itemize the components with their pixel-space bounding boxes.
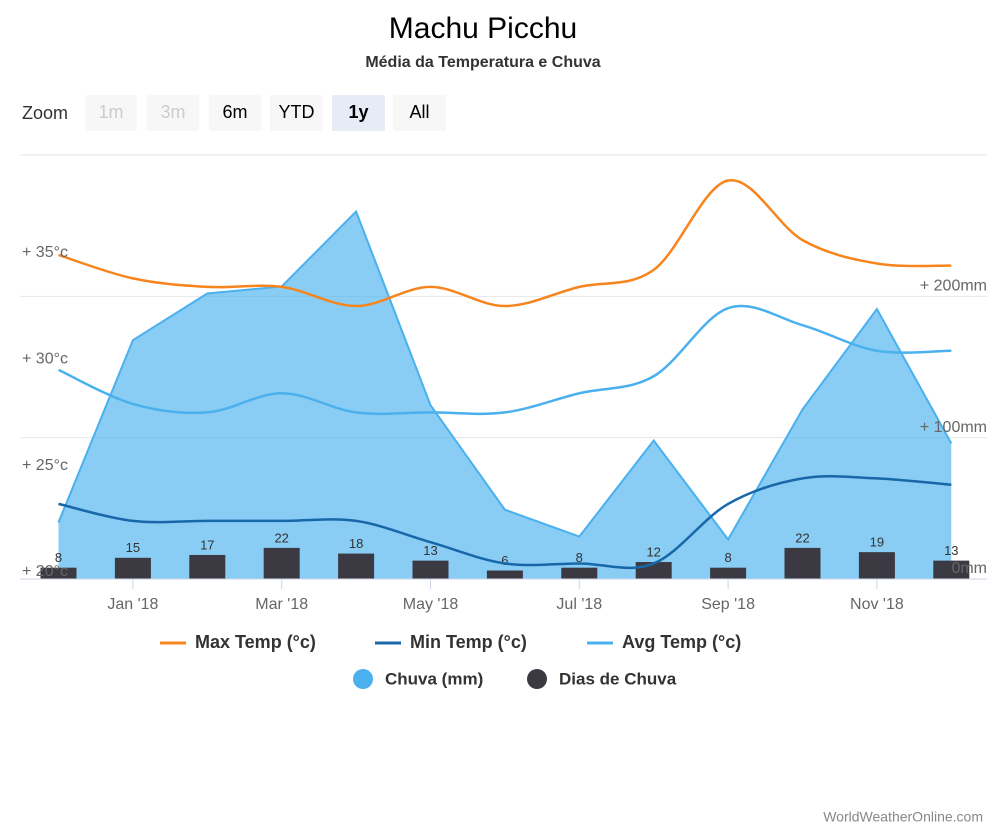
zoom-button-label: 1m [98, 102, 123, 122]
data-label: 18 [349, 536, 363, 551]
temp-line [58, 474, 952, 570]
rain-days-bar [933, 560, 970, 579]
y2-tick-label: 0mm [951, 560, 987, 577]
data-label: 6 [501, 553, 508, 568]
legend-label[interactable]: Min Temp (°c) [410, 632, 527, 652]
x-tick-label: Sep '18 [701, 596, 755, 613]
rain-line [57, 209, 953, 542]
data-label: 8 [576, 550, 583, 565]
x-tick-label: Jan '18 [107, 596, 158, 613]
y-tick-label: + 20°c [22, 563, 68, 580]
rain-days-bar [486, 570, 523, 579]
zoom-button[interactable] [393, 95, 446, 131]
rain-days-bar [189, 554, 226, 579]
y2-tick-label: + 100mm [920, 419, 987, 436]
chart-subtitle: Média da Temperatura e Chuva [365, 54, 600, 71]
zoom-button[interactable] [270, 95, 323, 131]
y-tick-label: + 30°c [22, 350, 68, 367]
y-tick-label: + 35°c [22, 244, 68, 261]
rain-days-bar [784, 547, 821, 579]
zoom-button[interactable] [209, 95, 261, 131]
data-label: 15 [126, 540, 140, 555]
legend-symbol[interactable] [527, 669, 547, 689]
legend-label[interactable]: Dias de Chuva [559, 669, 677, 688]
data-label: 8 [55, 550, 62, 565]
legend-label[interactable]: Chuva (mm) [385, 669, 483, 688]
y-tick-label: + 25°c [22, 457, 68, 474]
data-label: 12 [646, 544, 660, 559]
x-tick-label: Jul '18 [556, 596, 602, 613]
zoom-button-label[interactable]: YTD [279, 102, 315, 122]
rain-days-bar [858, 552, 895, 579]
y2-tick-label: + 200mm [920, 278, 987, 295]
rain-days-bar [114, 557, 151, 579]
rain-days-bar [263, 547, 300, 579]
zoom-button [147, 95, 199, 131]
zoom-button-label[interactable]: 1y [348, 102, 368, 122]
legend-label[interactable]: Avg Temp (°c) [622, 632, 741, 652]
rain-days-bar [710, 567, 747, 579]
x-tick-label: May '18 [403, 596, 459, 613]
temp-line [58, 179, 952, 308]
data-label: 8 [724, 550, 731, 565]
legend-symbol[interactable] [353, 669, 373, 689]
rain-days-bar [561, 567, 598, 579]
temp-line [57, 304, 952, 416]
rain-days-bar [338, 553, 375, 579]
data-label: 22 [795, 530, 809, 545]
rain-days-bar [412, 560, 449, 579]
rain-area [58, 211, 952, 580]
x-tick-label: Nov '18 [850, 596, 904, 613]
data-label: 17 [200, 537, 214, 552]
zoom-button-label: 3m [160, 102, 185, 122]
data-label: 13 [944, 543, 958, 558]
credits: WorldWeatherOnline.com [823, 809, 983, 825]
legend-label[interactable]: Max Temp (°c) [195, 632, 316, 652]
zoom-label: Zoom [22, 103, 68, 123]
zoom-button-label[interactable]: All [409, 102, 429, 122]
x-tick-label: Mar '18 [255, 596, 308, 613]
zoom-button-label[interactable]: 6m [222, 102, 247, 122]
zoom-button [85, 95, 137, 131]
rain-days-bar [40, 567, 77, 579]
data-label: 22 [274, 530, 288, 545]
chart-title: Machu Picchu [389, 12, 577, 45]
data-label: 19 [870, 535, 884, 550]
zoom-button[interactable] [332, 95, 385, 131]
data-label: 13 [423, 543, 437, 558]
